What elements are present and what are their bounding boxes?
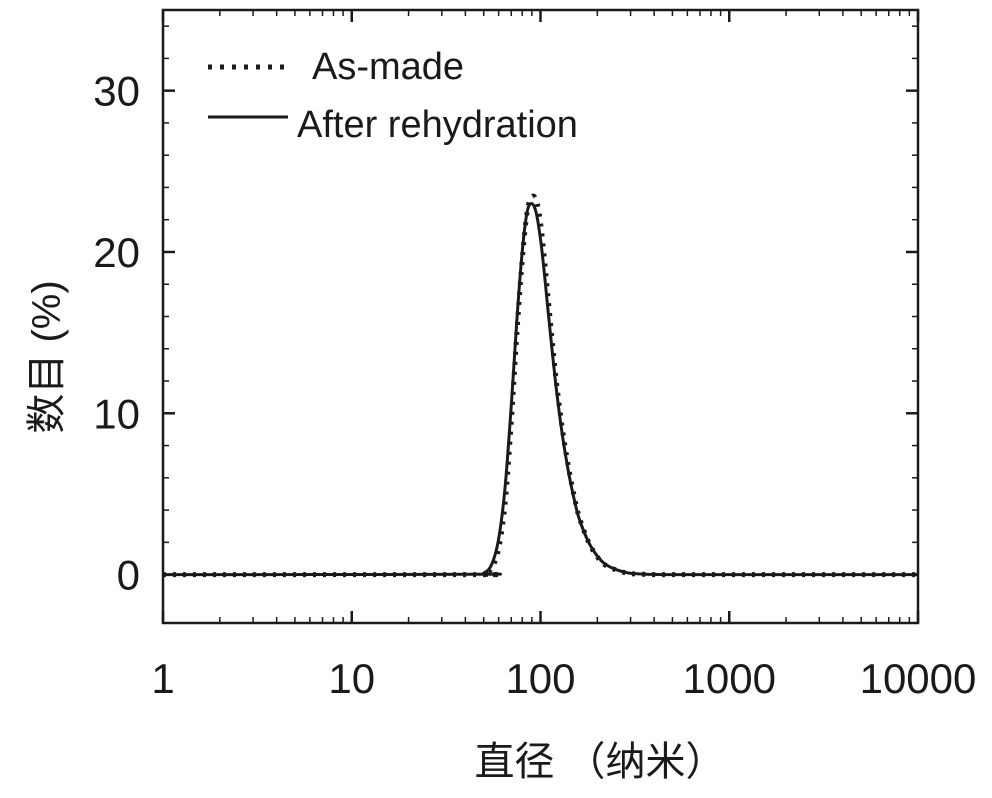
legend-label-as-made: As-made bbox=[312, 46, 464, 88]
y-tick-label: 20 bbox=[93, 229, 140, 276]
x-tick-label: 100 bbox=[505, 655, 575, 702]
y-axis-title: 数目 (%) bbox=[25, 280, 69, 433]
y-tick-label: 0 bbox=[117, 552, 140, 599]
tick-labels: 1 10 100 1000 10000 0 10 20 30 bbox=[93, 68, 976, 702]
series-layer bbox=[162, 193, 918, 578]
series-line-as-made bbox=[162, 193, 918, 578]
axis-ticks bbox=[161, 10, 920, 623]
legend-label-after-rehydration: After rehydration bbox=[297, 104, 578, 146]
series-line-after-rehydration bbox=[162, 202, 918, 577]
plot-frame bbox=[161, 8, 920, 625]
y-tick-label: 10 bbox=[93, 390, 140, 437]
x-tick-label: 1 bbox=[151, 655, 174, 702]
legend: As-made After rehydration bbox=[208, 46, 578, 146]
y-tick-label: 30 bbox=[93, 68, 140, 115]
x-tick-label: 1000 bbox=[683, 655, 776, 702]
x-axis-title: 直径 （纳米） bbox=[474, 740, 725, 784]
x-tick-label: 10000 bbox=[860, 655, 977, 702]
x-tick-label: 10 bbox=[328, 655, 375, 702]
